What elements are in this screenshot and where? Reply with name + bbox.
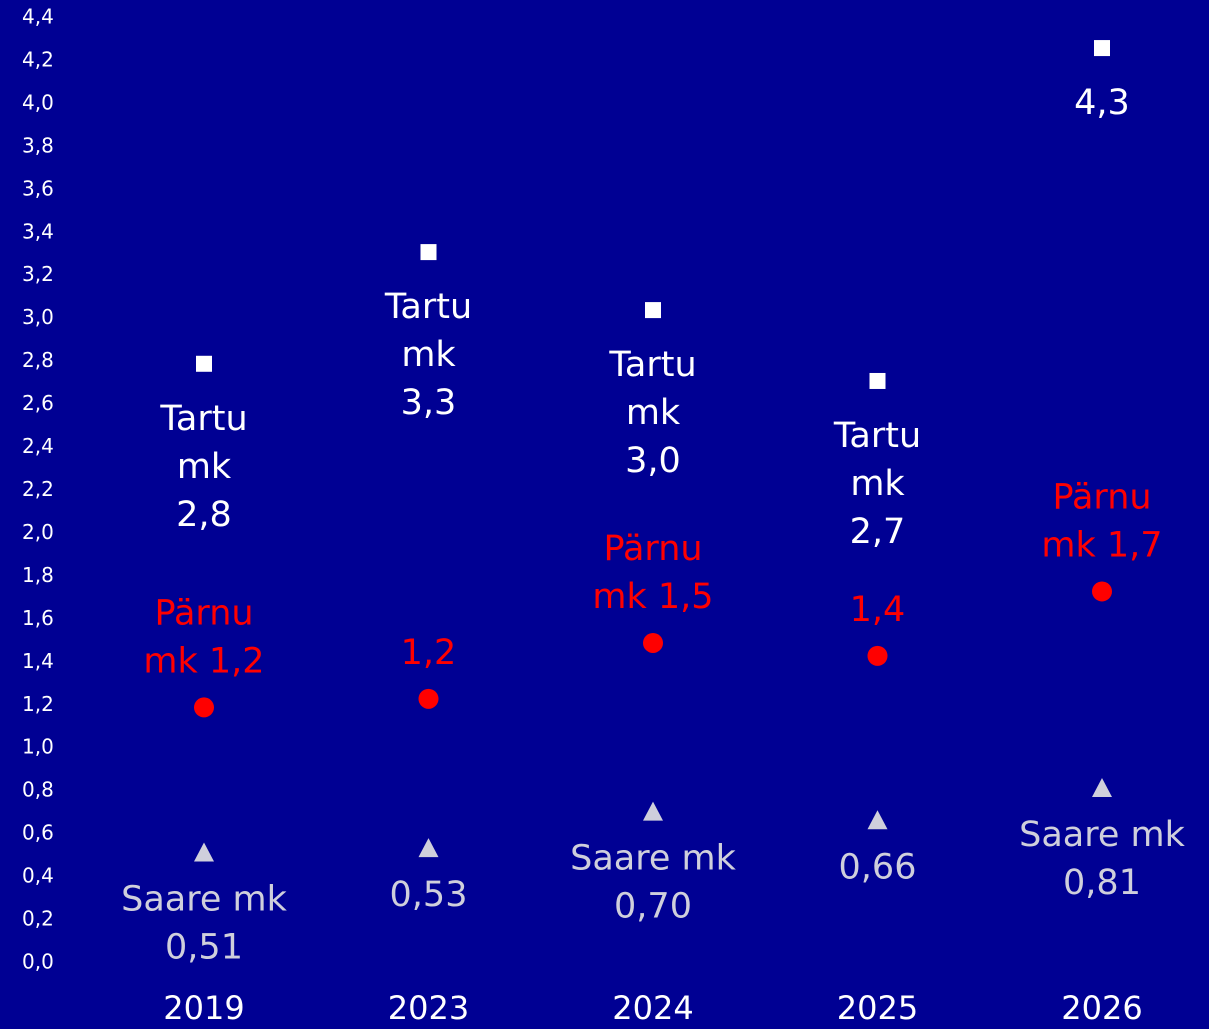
data-label-line: 4,3	[1074, 83, 1130, 123]
y-tick-label: 2,2	[22, 477, 54, 501]
y-tick-label: 3,6	[22, 176, 54, 200]
marker	[418, 688, 439, 709]
y-tick-label: 0,6	[22, 821, 54, 845]
marker	[1092, 581, 1112, 602]
data-label-line: 3,3	[401, 383, 457, 423]
marker	[1094, 40, 1110, 57]
data-label-line: mk	[177, 447, 232, 487]
data-label: Saare mk 0,81	[1019, 815, 1185, 903]
data-label-line: mk	[626, 393, 681, 433]
marker	[194, 697, 214, 718]
data-label: Pärnu mk 1,5	[592, 529, 713, 617]
marker	[867, 810, 888, 830]
data-label-line: Tartu	[833, 416, 921, 456]
data-label: 0,66	[839, 847, 917, 887]
marker	[643, 801, 663, 821]
y-tick-label: 3,2	[22, 262, 54, 286]
y-tick-label: 3,8	[22, 133, 54, 157]
y-tick-label: 3,0	[22, 305, 54, 329]
data-label-line: mk	[401, 335, 456, 375]
data-label: 4,3	[1074, 83, 1130, 123]
data-label-line: Saare mk	[121, 879, 287, 919]
data-label: Saare mk 0,51	[121, 879, 287, 967]
data-label-line: 2,7	[850, 512, 906, 552]
data-label: 1,2	[401, 633, 457, 673]
data-label-line: Pärnu	[603, 529, 702, 569]
data-label-line: Saare mk	[1019, 815, 1185, 855]
marker	[645, 302, 661, 319]
data-label-line: 0,51	[165, 927, 243, 967]
data-label-line: Pärnu	[1052, 477, 1151, 517]
data-label: Tartu mk 3,3	[384, 287, 472, 423]
marker	[420, 244, 437, 261]
data-label: Tartu mk 2,8	[159, 399, 247, 535]
data-label-line: Pärnu	[154, 593, 253, 633]
marker	[194, 842, 214, 862]
y-tick-label: 1,2	[22, 692, 54, 716]
x-tick-label: 2019	[163, 989, 244, 1027]
data-label-line: mk 1,2	[143, 641, 264, 681]
data-label-line: 0,53	[390, 875, 468, 915]
x-tick-label: 2023	[388, 989, 469, 1027]
y-tick-label: 0,4	[22, 864, 54, 888]
y-tick-label: 0,8	[22, 778, 54, 802]
data-label-line: Saare mk	[570, 839, 736, 879]
data-label-line: 1,2	[401, 633, 457, 673]
data-label-line: 3,0	[625, 441, 681, 481]
y-tick-label: 0,2	[22, 907, 54, 931]
y-tick-label: 4,0	[22, 90, 54, 114]
data-label-line: mk	[850, 464, 905, 504]
x-tick-label: 2024	[612, 989, 693, 1027]
y-tick-label: 1,0	[22, 735, 54, 759]
data-label: Pärnu mk 1,2	[143, 593, 264, 681]
marker	[869, 372, 886, 389]
y-tick-label: 0,0	[22, 950, 54, 974]
data-label-line: Tartu	[159, 399, 247, 439]
data-label-line: 2,8	[176, 495, 232, 535]
marker	[867, 645, 888, 666]
y-tick-label: 2,8	[22, 348, 54, 372]
data-label: 1,4	[850, 590, 906, 630]
data-label: Pärnu mk 1,7	[1041, 477, 1162, 565]
data-label-line: Tartu	[384, 287, 472, 327]
y-tick-label: 3,4	[22, 219, 54, 243]
y-tick-label: 1,4	[22, 649, 54, 673]
y-tick-label: 4,4	[22, 5, 54, 29]
y-tick-label: 4,2	[22, 47, 54, 71]
y-tick-label: 1,6	[22, 606, 54, 630]
marker	[196, 355, 212, 372]
data-label: 0,53	[390, 875, 468, 915]
data-label: Saare mk 0,70	[570, 839, 736, 927]
data-label: Tartu mk 2,7	[833, 416, 921, 552]
y-tick-label: 1,8	[22, 563, 54, 587]
data-label-line: Tartu	[608, 345, 696, 385]
data-label: Tartu mk 3,0	[608, 345, 696, 481]
data-label-line: 0,66	[839, 847, 917, 887]
y-tick-label: 2,0	[22, 520, 54, 544]
data-label-line: mk 1,5	[592, 577, 713, 617]
marker	[643, 632, 663, 653]
y-tick-label: 2,6	[22, 391, 54, 415]
data-label-line: mk 1,7	[1041, 525, 1162, 565]
x-tick-label: 2025	[837, 989, 918, 1027]
x-tick-label: 2026	[1061, 989, 1142, 1027]
marker	[418, 838, 439, 858]
data-label-line: 1,4	[850, 590, 906, 630]
marker	[1092, 778, 1112, 798]
data-label-line: 0,70	[614, 887, 692, 927]
data-label-line: 0,81	[1063, 863, 1141, 903]
y-tick-label: 2,4	[22, 434, 54, 458]
